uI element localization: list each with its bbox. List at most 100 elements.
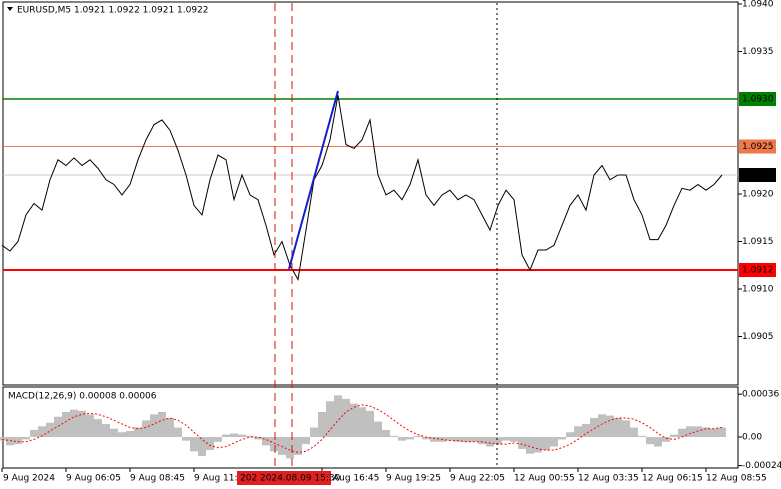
macd-bar [182,437,190,441]
macd-bar [526,437,534,454]
main-panel [2,1,739,386]
macd-bar [150,414,158,438]
macd-bar [246,435,254,438]
x-tick-label: 9 Aug 19:25 [386,474,441,484]
macd-bar [710,428,718,438]
macd-bar [158,412,166,438]
x-tick-label: 9 Aug 06:05 [66,474,121,484]
macd-bar [198,437,206,457]
macd-bar [502,437,510,441]
y-tick-label: 1.0935 [742,47,774,57]
macd-bar [518,437,526,449]
macd-bar [70,409,78,438]
macd-bar [494,437,502,445]
level-label: 1.0912 [742,266,774,276]
macd-bar [222,434,230,438]
macd-bar [78,410,86,438]
macd-bar [278,437,286,455]
macd-bar [86,414,94,438]
macd-bar [166,417,174,438]
macd-bar [310,427,318,438]
macd-bar [582,423,590,438]
macd-bar [14,437,22,445]
signal-line [1,404,723,454]
macd-bar [214,437,222,442]
macd-bar [622,420,630,438]
macd-bar [718,427,726,438]
macd-bar [630,427,638,438]
y-tick-label: 1.0910 [742,285,774,295]
macd-bar [206,437,214,451]
macd-bar [142,420,150,438]
macd-bar [638,435,646,438]
y-tick-label: 0.00036 [742,390,779,400]
macd-bar [422,437,430,440]
macd-bar [286,437,294,459]
macd-bar [558,437,566,440]
x-tick-label: 12 Aug 06:15 [642,474,703,484]
macd-bar [0,437,6,441]
macd-bar [294,437,302,455]
macd-bar [22,437,30,440]
macd-bar [382,429,390,438]
level-label-box [739,263,776,277]
menu-arrow[interactable] [7,7,13,11]
level-label-box [739,92,776,106]
price-line [1,95,723,281]
macd-title: MACD(12,26,9) 0.00008 0.00006 [8,392,157,402]
macd-bar [574,426,582,438]
macd-bar [62,412,70,438]
macd-bar [318,412,326,438]
macd-bar [6,437,14,446]
macd-bar [478,437,486,445]
crosshair-label: 202 2024.08.09 15:30 [240,474,341,484]
macd-bar [94,419,102,438]
macd-bar [470,437,478,442]
trend-line [288,90,339,270]
macd-bar [566,432,574,438]
macd-bar [446,437,454,441]
x-tick-label: 12 Aug 03:35 [578,474,639,484]
macd-bar [110,428,118,438]
macd-bar [118,432,126,438]
x-tick-label: 12 Aug 00:55 [514,474,575,484]
x-tick-label: Aug 16:45 [333,474,379,484]
macd-bar [654,437,662,447]
macd-bar [102,423,110,438]
macd-bar [598,414,606,438]
y-tick-label: 1.0940 [742,0,774,10]
macd-bar [46,422,54,438]
macd-bar [302,437,310,445]
macd-bar [30,429,38,438]
macd-bar [510,437,518,442]
macd-bar [262,437,270,446]
macd-bar [678,428,686,438]
current-price-box [739,168,776,182]
macd-bar [414,435,422,438]
macd-bar [670,434,678,438]
macd-bar [254,437,262,440]
x-tick-label: 9 Aug 22:05 [450,474,505,484]
macd-bar [174,427,182,438]
macd-bar [390,435,398,438]
macd-bar [374,421,382,438]
y-tick-label: -0.00024 [742,461,781,471]
macd-bar [342,398,350,438]
macd-bar [326,401,334,438]
macd-bar [614,417,622,438]
chart-title: EURUSD,M5 1.0921 1.0922 1.0921 1.0922 [17,6,209,16]
macd-bar [366,410,374,438]
macd-bar [646,437,654,445]
x-tick-label: 9 Aug 11: [194,474,238,484]
y-tick-label: 1.0905 [742,332,774,342]
x-tick-label: 9 Aug 2024 [3,474,55,484]
macd-panel [2,386,739,469]
macd-bar [590,417,598,438]
macd-bar [486,437,494,447]
y-tick-label: 0.00 [742,433,762,443]
macd-bar [534,437,542,453]
macd-bar [694,426,702,438]
x-tick-label: 9 Aug 08:45 [130,474,185,484]
macd-bar [606,415,614,438]
x-tick-label: 12 Aug 08:55 [706,474,767,484]
